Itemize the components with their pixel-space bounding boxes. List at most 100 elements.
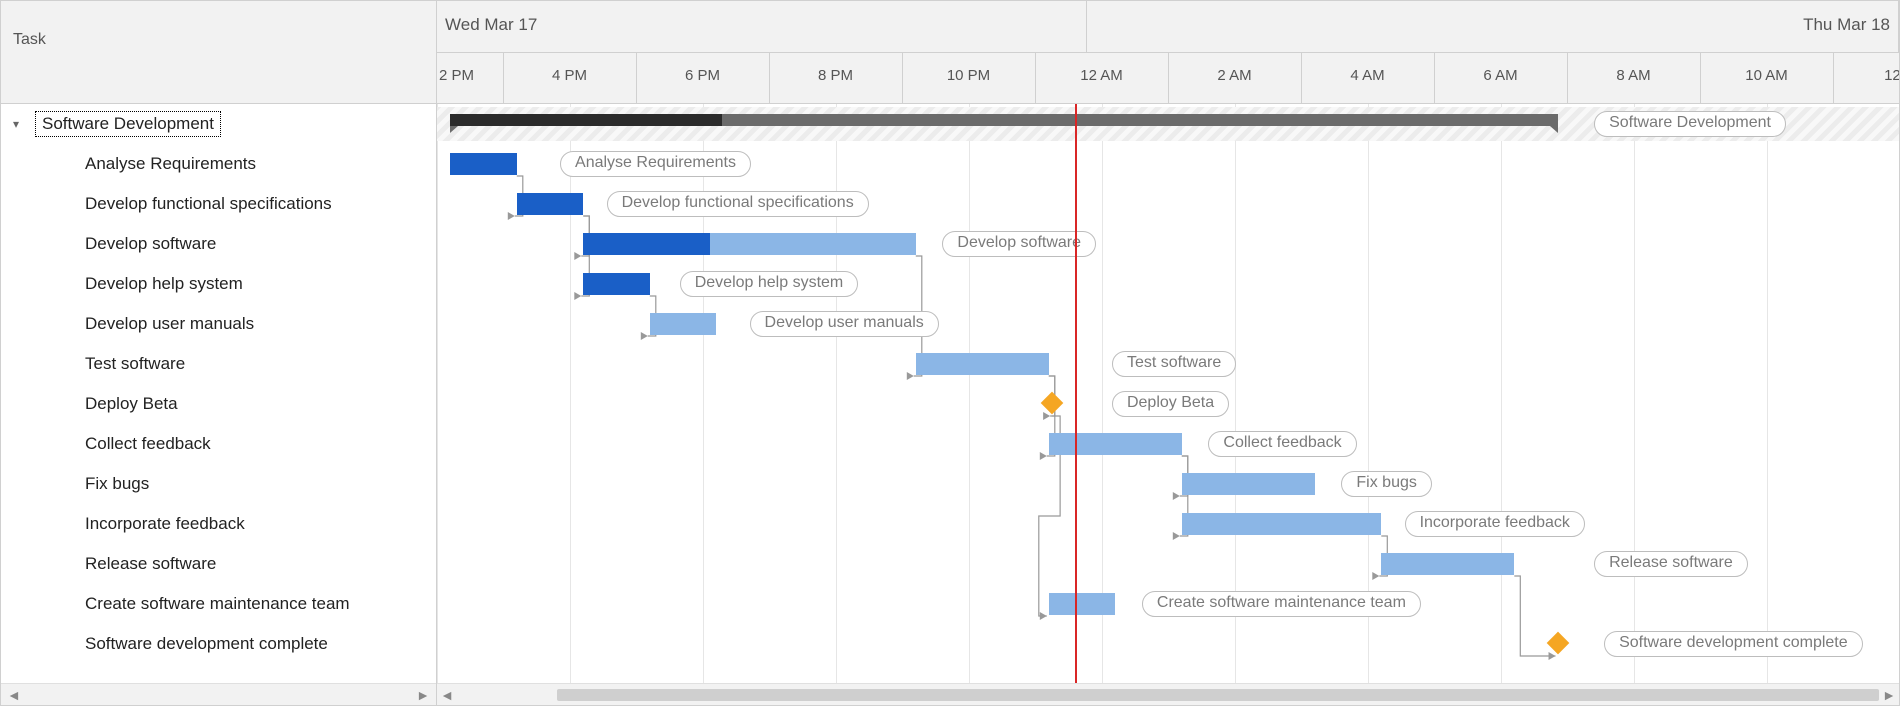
task-label-pill: Collect feedback	[1208, 431, 1356, 457]
task-panel-scrollbar[interactable]: ◄ ►	[1, 683, 436, 705]
task-tree: ▾ Software Development Analyse Requirement…	[1, 104, 436, 683]
task-progress	[583, 233, 709, 255]
dependency-arrow	[437, 104, 438, 121]
task-label-pill: Develop software	[942, 231, 1096, 257]
scroll-right-icon[interactable]: ►	[1879, 687, 1899, 703]
scroll-right-icon[interactable]: ►	[416, 687, 430, 703]
gantt-row: Software development complete	[437, 624, 1899, 664]
gantt-container: Task ▾ Software Development Analyse Requir…	[0, 0, 1900, 706]
milestone-icon[interactable]	[1041, 392, 1064, 415]
task-column-header[interactable]: Task	[1, 1, 436, 104]
task-label-pill: Software Development	[1594, 111, 1786, 137]
gantt-row: Create software maintenance team	[437, 584, 1899, 624]
task-row[interactable]: Analyse Requirements	[1, 144, 436, 184]
task-bar[interactable]	[1049, 433, 1182, 455]
task-label: Create software maintenance team	[85, 594, 350, 614]
date-cell: Wed Mar 17	[437, 1, 1087, 52]
task-row[interactable]: Test software	[1, 344, 436, 384]
task-bar[interactable]	[1049, 593, 1116, 615]
task-row[interactable]: ▾ Software Development	[1, 104, 436, 144]
task-label: Deploy Beta	[85, 394, 178, 414]
gantt-row: Develop software	[437, 224, 1899, 264]
task-progress	[583, 273, 650, 295]
task-row[interactable]: Fix bugs	[1, 464, 436, 504]
hour-row: 2 PM4 PM6 PM8 PM10 PM12 AM2 AM4 AM6 AM8 …	[437, 53, 1899, 104]
date-cell: Thu Mar 18	[1087, 1, 1899, 52]
scroll-left-icon[interactable]: ◄	[437, 687, 457, 703]
summary-progress	[450, 114, 721, 126]
task-label: Software development complete	[85, 634, 328, 654]
task-bar[interactable]	[1182, 513, 1382, 535]
task-row[interactable]: Release software	[1, 544, 436, 584]
task-label-pill: Incorporate feedback	[1405, 511, 1585, 537]
timeline-panel: Wed Mar 17Thu Mar 18 2 PM4 PM6 PM8 PM10 …	[437, 1, 1899, 705]
task-bar[interactable]	[650, 313, 717, 335]
task-bar[interactable]	[916, 353, 1049, 375]
gantt-row: Test software	[437, 344, 1899, 384]
task-progress	[450, 153, 517, 175]
task-row[interactable]: Develop help system	[1, 264, 436, 304]
task-bar[interactable]	[450, 153, 517, 175]
task-label-pill: Software development complete	[1604, 631, 1863, 657]
task-label: Develop functional specifications	[85, 194, 332, 214]
chevron-down-icon[interactable]: ▾	[13, 117, 29, 131]
timeline-header: Wed Mar 17Thu Mar 18 2 PM4 PM6 PM8 PM10 …	[437, 1, 1899, 104]
task-progress	[517, 193, 584, 215]
hour-cell: 10 PM	[903, 53, 1036, 104]
task-bar[interactable]	[1381, 553, 1514, 575]
task-label-pill: Release software	[1594, 551, 1748, 577]
current-time-line	[1075, 104, 1077, 683]
task-label: Fix bugs	[85, 474, 149, 494]
hour-cell: 6 AM	[1435, 53, 1568, 104]
task-row[interactable]: Develop functional specifications	[1, 184, 436, 224]
task-label-pill: Develop help system	[680, 271, 859, 297]
hour-cell: 8 PM	[770, 53, 903, 104]
hour-cell: 8 AM	[1568, 53, 1701, 104]
date-row: Wed Mar 17Thu Mar 18	[437, 1, 1899, 53]
task-label-pill: Analyse Requirements	[560, 151, 751, 177]
summary-bar[interactable]	[450, 114, 1557, 126]
scrollbar-track[interactable]	[457, 688, 1879, 702]
task-row[interactable]: Deploy Beta	[1, 384, 436, 424]
task-row[interactable]: Create software maintenance team	[1, 584, 436, 624]
hour-cell: 10 AM	[1701, 53, 1834, 104]
task-row[interactable]: Collect feedback	[1, 424, 436, 464]
task-bar[interactable]	[517, 193, 584, 215]
task-label-pill: Test software	[1112, 351, 1236, 377]
timeline-scrollbar[interactable]: ◄ ►	[437, 683, 1899, 705]
task-bar[interactable]	[583, 273, 650, 295]
task-label: Develop software	[85, 234, 216, 254]
task-row[interactable]: Incorporate feedback	[1, 504, 436, 544]
hour-cell: 12 AM	[1036, 53, 1169, 104]
task-label-pill: Develop functional specifications	[607, 191, 869, 217]
gantt-row: Develop functional specifications	[437, 184, 1899, 224]
gantt-row: Deploy Beta	[437, 384, 1899, 424]
milestone-icon[interactable]	[1546, 632, 1569, 655]
hour-cell: 4 PM	[504, 53, 637, 104]
task-label: Software Development	[35, 111, 221, 137]
task-row[interactable]: Develop user manuals	[1, 304, 436, 344]
task-label: Incorporate feedback	[85, 514, 245, 534]
task-header-label: Task	[13, 31, 46, 48]
hour-cell: 2 AM	[1169, 53, 1302, 104]
gantt-row: Incorporate feedback	[437, 504, 1899, 544]
task-label: Analyse Requirements	[85, 154, 256, 174]
task-label-pill: Deploy Beta	[1112, 391, 1229, 417]
scrollbar-thumb[interactable]	[557, 689, 1879, 701]
gantt-row: Collect feedback	[437, 424, 1899, 464]
hour-cell: 6 PM	[637, 53, 770, 104]
timeline-body[interactable]: Software Development Analyse Requirements…	[437, 104, 1899, 683]
scroll-left-icon[interactable]: ◄	[7, 687, 21, 703]
gantt-row: Fix bugs	[437, 464, 1899, 504]
task-row[interactable]: Software development complete	[1, 624, 436, 664]
hour-cell: 12 P	[1834, 53, 1900, 104]
task-label-pill: Develop user manuals	[750, 311, 939, 337]
task-label: Collect feedback	[85, 434, 211, 454]
hour-cell: 4 AM	[1302, 53, 1435, 104]
task-label: Release software	[85, 554, 216, 574]
task-row[interactable]: Develop software	[1, 224, 436, 264]
gantt-row: Analyse Requirements	[437, 144, 1899, 184]
task-bar[interactable]	[1182, 473, 1315, 495]
task-bar[interactable]	[583, 233, 916, 255]
task-label-pill: Fix bugs	[1341, 471, 1431, 497]
